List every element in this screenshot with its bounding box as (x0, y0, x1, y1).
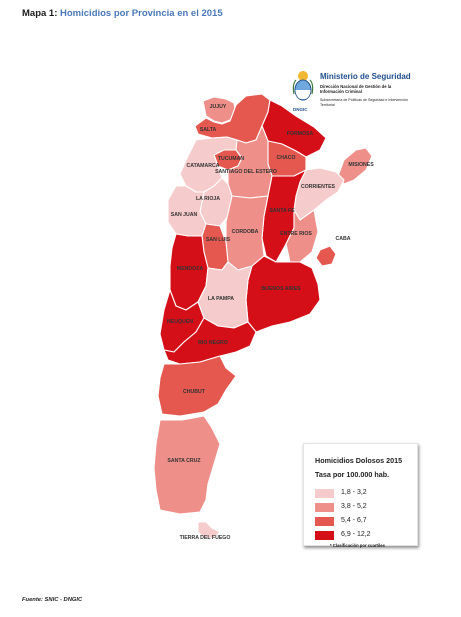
label-entrerios: ENTRE RIOS (280, 231, 312, 237)
legend-title: Homicidios Dolosos 2015 (315, 456, 403, 465)
legend-swatch (315, 517, 334, 526)
legend-label: 5,4 - 6,7 (341, 517, 367, 524)
map-title-prefix: Mapa 1: (22, 8, 61, 19)
province-sanjuan[interactable] (167, 185, 207, 237)
map-title-main: Homicidios por Provincia en el 2015 (60, 8, 223, 19)
label-chubut: CHUBUT (183, 389, 206, 395)
label-misiones: MISIONES (348, 162, 374, 168)
legend-label: 6,9 - 12,2 (341, 531, 371, 538)
label-tucuman: TUCUMAN (218, 156, 244, 162)
label-caba: CABA (336, 236, 351, 242)
label-santiago: SANTIAGO DEL ESTERO (215, 169, 277, 175)
label-formosa: FORMOSA (287, 131, 314, 137)
label-chaco: CHACO (276, 155, 295, 161)
ministry-directorate: Dirección Nacional de Gestión de la Info… (320, 84, 392, 94)
province-santacruz[interactable] (153, 415, 221, 515)
ministry-acronym: DNGIC (293, 107, 308, 112)
label-salta: SALTA (200, 127, 217, 133)
legend-subtitle: Tasa por 100.000 hab. (315, 470, 390, 479)
label-lapampa: LA PAMPA (208, 296, 234, 302)
province-caba[interactable] (315, 245, 337, 267)
label-larioja: LA RIOJA (196, 196, 220, 202)
label-rionegro: RIO NEGRO (198, 340, 228, 346)
argentina-coat-of-arms-icon (292, 71, 314, 101)
label-jujuy: JUJUY (210, 104, 227, 110)
ministry-name: Ministerio de Seguridad (320, 72, 411, 81)
map-title: Mapa 1: Homicidios por Provincia en el 2… (22, 8, 223, 19)
label-sanjuan: SAN JUAN (171, 212, 198, 218)
label-tierradelfuego: TIERRA DEL FUEGO (180, 535, 231, 541)
ministry-logo: Ministerio de Seguridad Dirección Nacion… (292, 70, 422, 122)
legend-note: * Clasificación por cuartiles (330, 543, 385, 548)
label-sanluis: SAN LUIS (206, 237, 231, 243)
label-santafe: SANTA FE (269, 208, 295, 214)
province-catamarca[interactable] (179, 136, 238, 193)
label-buenosaires: BUENOS AIRES (261, 286, 301, 292)
label-mendoza: MENDOZA (177, 266, 203, 272)
label-neuquen: NEUQUEN (167, 319, 193, 325)
province-buenosaires[interactable] (245, 255, 321, 333)
province-tierradelfuego[interactable] (197, 521, 221, 539)
legend-label: 3,8 - 5,2 (341, 503, 367, 510)
label-catamarca: CATAMARCA (187, 163, 220, 169)
label-cordoba: CORDOBA (232, 229, 259, 235)
legend-label: 1,8 - 3,2 (341, 489, 367, 496)
province-chubut[interactable] (157, 355, 237, 417)
legend-swatch (315, 489, 334, 498)
label-corrientes: CORRIENTES (301, 184, 336, 190)
province-entrerios[interactable] (285, 209, 319, 263)
legend-swatch (315, 531, 334, 540)
legend-swatch (315, 503, 334, 512)
label-santacruz: SANTA CRUZ (167, 458, 201, 464)
map-legend: Homicidios Dolosos 2015 Tasa por 100.000… (303, 443, 418, 548)
ministry-subsecretariat: Subsecretaría de Políticas de Seguridad … (320, 98, 408, 107)
source-note: Fuente: SNIC - DNGIC (22, 597, 83, 603)
